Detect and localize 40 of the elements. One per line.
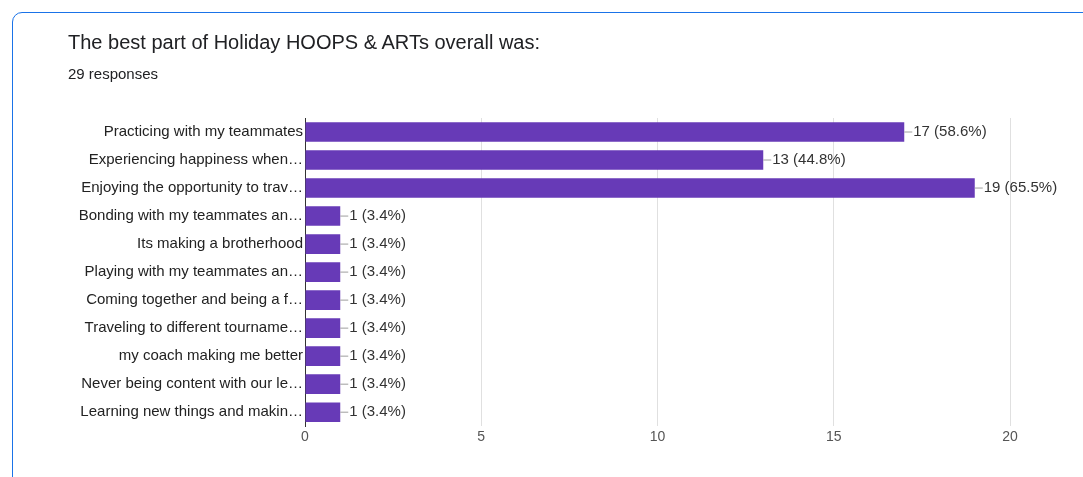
bar [305,206,341,226]
bar [305,150,764,170]
x-tick-label: 20 [1002,428,1018,445]
data-label: 1 (3.4%) [349,234,406,252]
bar [305,374,341,394]
bar [305,346,341,366]
chart-title: The best part of Holiday HOOPS & ARTs overall was: [68,31,541,54]
y-tick-label: Its making a brotherhood [137,234,303,252]
bar [305,234,341,254]
y-tick-label: Learning new things and makin… [80,402,303,420]
y-tick-label: Never being content with our le… [81,374,303,392]
data-label: 1 (3.4%) [349,262,406,280]
y-tick-label: Traveling to different tourname… [84,318,303,336]
bar [305,262,341,282]
bar [305,402,341,422]
data-label: 13 (44.8%) [772,150,846,168]
bar [305,122,905,142]
y-tick-label: Bonding with my teammates an… [78,206,303,224]
data-label: 1 (3.4%) [349,206,406,224]
data-label: 17 (58.6%) [913,122,987,140]
x-tick-label: 15 [825,428,842,445]
data-label: 1 (3.4%) [349,402,406,420]
y-tick-label: Practicing with my teammates [103,122,303,140]
x-tick-label: 10 [649,428,666,445]
x-tick-label: 0 [301,428,310,445]
y-tick-label: Playing with my teammates an… [84,262,303,280]
y-tick-label: Enjoying the opportunity to trav… [81,178,303,196]
text: 29 responses [68,65,159,82]
bar [305,178,975,198]
x-tick-label: 5 [477,428,486,445]
data-label: 1 (3.4%) [349,346,406,364]
data-label: 19 (65.5%) [983,178,1058,196]
data-label: 1 (3.4%) [349,374,406,392]
bar [305,318,341,338]
y-tick-label: Coming together and being a f… [86,290,303,308]
y-tick-label: my coach making me better [118,346,303,364]
bar [305,290,341,310]
data-label: 1 (3.4%) [349,290,406,308]
data-label: 1 (3.4%) [349,318,406,336]
y-tick-label: Experiencing happiness when… [88,150,303,168]
